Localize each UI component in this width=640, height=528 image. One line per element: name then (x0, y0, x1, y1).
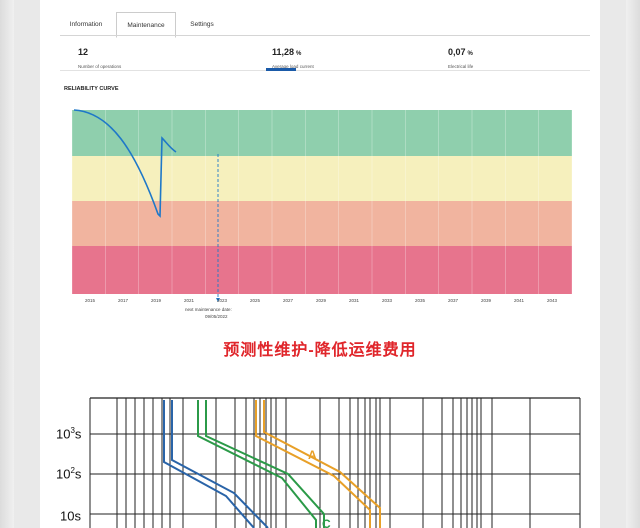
x-tick-label: 2039 (481, 298, 492, 303)
chart-grid (71, 110, 573, 294)
x-tick-label: 2041 (514, 298, 525, 303)
zone-yellow (72, 156, 572, 201)
kpi-electrical-life: 0,07% Electrical life (448, 42, 473, 69)
y-axis-label-10s: 10s (60, 508, 81, 524)
kpi-value: 11,28 (272, 47, 295, 57)
x-tick-label: 2021 (184, 298, 195, 303)
background-stripe-left (0, 0, 14, 528)
tab-divider (60, 35, 590, 36)
x-tick-label: 2031 (349, 298, 360, 303)
maintenance-date: 09/05/2022 (205, 314, 228, 319)
reliability-curve-chart: 2015 2017 2019 2021 2023 2025 2027 2029 2031 2033… (71, 109, 573, 319)
kpi-value: 12 (78, 47, 89, 57)
x-tick-label: 2023 (217, 298, 228, 303)
curve-c-label: C (322, 517, 331, 528)
maintenance-label: next maintenance date: (185, 307, 232, 312)
x-axis-ticks: 2015 2017 2019 2021 2023 2025 2027 2029 2031 2033… (85, 298, 558, 303)
a-curve-left (255, 400, 371, 528)
x-tick-label: 2025 (250, 298, 261, 303)
caption-text: 预测性维护-降低运维费用 (223, 342, 417, 359)
kpi-label: Number of operations (78, 64, 122, 69)
kpi-divider (60, 70, 590, 71)
kpi-value: 0,07 (448, 47, 466, 57)
zone-red (72, 246, 572, 294)
kpi-selected-indicator (266, 68, 296, 71)
trip-curve-a (255, 400, 381, 528)
blue-curve-right (171, 400, 269, 528)
zone-green (72, 110, 572, 156)
curve-a-label: A (308, 448, 317, 462)
kpi-label: Electrical life (448, 64, 474, 69)
trip-curve-c (197, 400, 325, 528)
tab-information[interactable]: Information (69, 21, 103, 28)
reliability-title: RELIABILITY CURVE (64, 86, 119, 92)
x-tick-label: 2015 (85, 298, 96, 303)
kpi-unit: % (296, 51, 302, 57)
trip-curve-chart: A C (89, 397, 581, 528)
a-curve-right (263, 400, 381, 528)
screenshot-page: Information Maintenance Settings 12 Numb… (40, 0, 600, 528)
kpi-label: Average load current (272, 64, 314, 69)
x-tick-label: 2043 (547, 298, 558, 303)
blue-curve-left (163, 400, 255, 528)
tab-maintenance[interactable]: Maintenance (116, 12, 176, 38)
trip-curve-blue (163, 400, 269, 528)
x-tick-label: 2029 (316, 298, 327, 303)
x-tick-label: 2019 (151, 298, 162, 303)
y-axis-label-100s: 102s (56, 466, 82, 482)
kpi-average-load-current[interactable]: 11,28% Average load current (272, 42, 314, 69)
reliability-curve-line (73, 109, 177, 218)
tab-settings[interactable]: Settings (190, 21, 214, 28)
maintenance-marker-arrow (216, 298, 220, 302)
c-curve-left (197, 400, 317, 528)
y-axis-label-1000s: 103s (56, 426, 82, 442)
x-tick-label: 2027 (283, 298, 294, 303)
x-tick-label: 2017 (118, 298, 129, 303)
x-tick-label: 2035 (415, 298, 426, 303)
c-curve-right (205, 400, 325, 528)
x-tick-label: 2037 (448, 298, 459, 303)
kpi-unit: % (467, 51, 473, 57)
kpi-number-of-operations: 12 Number of operations (78, 42, 121, 69)
x-tick-label: 2033 (382, 298, 393, 303)
background-stripe-right (626, 0, 640, 528)
